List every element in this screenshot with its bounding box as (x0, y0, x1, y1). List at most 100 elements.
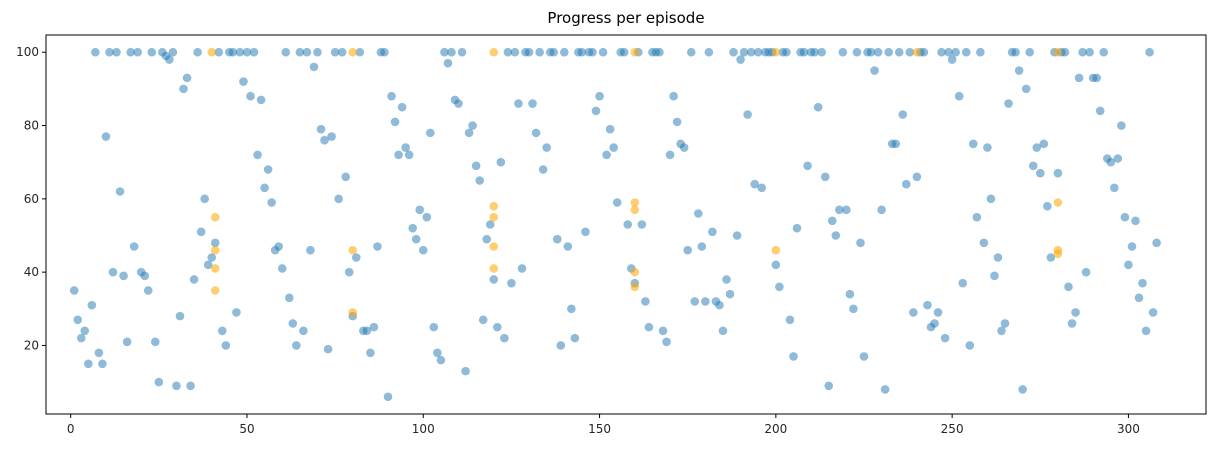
data-point-series-1-17 (630, 282, 640, 292)
data-point-series-0-257 (976, 47, 985, 57)
data-point-series-0-181 (708, 227, 717, 237)
data-point-series-0-111 (461, 366, 470, 376)
data-point-series-0-77 (341, 172, 351, 182)
data-point-series-0-115 (475, 176, 484, 185)
data-point-series-0-199 (771, 260, 781, 270)
data-point-series-0-210 (810, 47, 819, 57)
data-point-series-0-96 (408, 223, 417, 233)
data-point-series-0-92 (394, 150, 403, 160)
data-point-series-0-28 (168, 47, 178, 57)
data-point-series-0-207 (799, 47, 809, 57)
data-point-series-0-189 (736, 55, 745, 64)
data-point-series-0-307 (1152, 238, 1161, 248)
data-point-series-0-106 (443, 58, 453, 68)
data-point-series-0-242 (923, 300, 932, 310)
data-point-series-0-279 (1053, 168, 1063, 178)
data-point-series-0-138 (556, 341, 566, 350)
data-point-series-0-285 (1074, 73, 1084, 83)
data-point-series-0-39 (207, 253, 217, 262)
data-point-series-0-236 (902, 179, 911, 189)
data-point-series-0-113 (468, 121, 477, 130)
data-point-series-0-103 (433, 348, 442, 358)
data-point-series-1-24 (1053, 249, 1063, 259)
data-point-series-0-208 (803, 161, 812, 171)
data-point-series-0-132 (535, 47, 544, 57)
data-point-series-0-27 (165, 55, 174, 64)
data-point-series-0-6 (91, 47, 100, 57)
chart-title: Progress per episode (547, 9, 704, 27)
data-point-series-0-0 (69, 286, 79, 295)
data-point-series-0-47 (235, 47, 245, 57)
points-layer (69, 47, 1161, 402)
x-tick-label-3: 150 (588, 422, 611, 436)
data-point-series-0-152 (605, 124, 615, 134)
data-point-series-0-5 (87, 300, 97, 310)
y-tick-label-2: 60 (24, 192, 39, 206)
x-tick-label-6: 300 (1117, 422, 1140, 436)
data-point-series-0-231 (884, 47, 893, 57)
data-point-series-0-216 (831, 231, 841, 240)
x-tick-label-4: 200 (764, 422, 787, 436)
data-point-series-0-218 (838, 47, 848, 57)
data-point-series-0-110 (457, 47, 467, 57)
data-point-series-0-219 (842, 205, 851, 215)
data-point-series-0-297 (1117, 121, 1126, 130)
data-point-series-0-191 (743, 110, 752, 119)
y-tick-label-3: 80 (24, 119, 39, 133)
data-point-series-0-215 (827, 216, 837, 226)
data-point-series-0-275 (1039, 139, 1049, 149)
data-point-series-0-45 (228, 47, 238, 57)
data-point-series-0-204 (789, 352, 798, 361)
data-point-series-0-133 (538, 165, 548, 174)
data-point-series-0-120 (493, 322, 502, 332)
data-point-series-1-4 (210, 286, 220, 295)
data-point-series-0-117 (482, 234, 492, 244)
data-point-series-0-76 (337, 47, 347, 57)
data-point-series-0-21 (143, 286, 153, 295)
data-point-series-0-245 (933, 308, 943, 317)
data-point-series-0-180 (704, 47, 714, 57)
x-axis: 0 50 100 150 200 250 300 (67, 414, 1140, 436)
data-point-series-0-97 (411, 234, 421, 244)
data-point-series-0-284 (1071, 308, 1080, 317)
data-point-series-1-12 (489, 264, 499, 273)
data-point-series-0-268 (1014, 66, 1024, 75)
data-point-series-0-301 (1131, 216, 1140, 226)
data-point-series-0-259 (983, 143, 992, 152)
data-point-series-0-136 (549, 47, 559, 57)
data-point-series-0-93 (397, 102, 407, 112)
data-point-series-0-179 (701, 297, 710, 306)
data-point-series-0-233 (891, 139, 901, 149)
data-point-series-0-86 (373, 242, 382, 251)
data-point-series-0-295 (1110, 183, 1119, 193)
data-point-series-0-277 (1046, 253, 1056, 262)
data-point-series-1-14 (630, 198, 640, 207)
data-point-series-0-271 (1025, 47, 1035, 57)
data-point-series-0-149 (595, 91, 604, 101)
data-point-series-0-222 (852, 47, 862, 57)
data-point-series-0-303 (1138, 278, 1147, 288)
data-point-series-0-70 (316, 124, 326, 134)
data-point-series-0-43 (221, 341, 231, 350)
data-point-series-0-269 (1018, 385, 1027, 394)
data-point-series-0-141 (567, 304, 576, 314)
data-point-series-0-84 (366, 348, 375, 358)
data-point-series-0-299 (1124, 260, 1133, 270)
data-point-series-0-118 (485, 220, 495, 229)
data-point-series-0-150 (598, 47, 608, 57)
data-point-series-0-238 (909, 308, 918, 317)
data-point-series-0-68 (309, 62, 319, 72)
data-point-series-0-250 (951, 47, 960, 57)
data-point-series-0-95 (404, 150, 414, 160)
data-point-series-0-170 (669, 91, 678, 101)
axes-frame (45, 34, 1207, 415)
data-point-series-0-235 (898, 110, 908, 119)
data-point-series-0-296 (1113, 154, 1123, 163)
data-point-series-0-78 (344, 267, 354, 277)
data-point-series-0-3 (80, 326, 90, 336)
data-point-series-0-101 (426, 128, 435, 138)
data-point-series-1-21 (1053, 47, 1063, 57)
data-point-series-0-304 (1141, 326, 1151, 336)
data-point-series-0-302 (1134, 293, 1144, 303)
